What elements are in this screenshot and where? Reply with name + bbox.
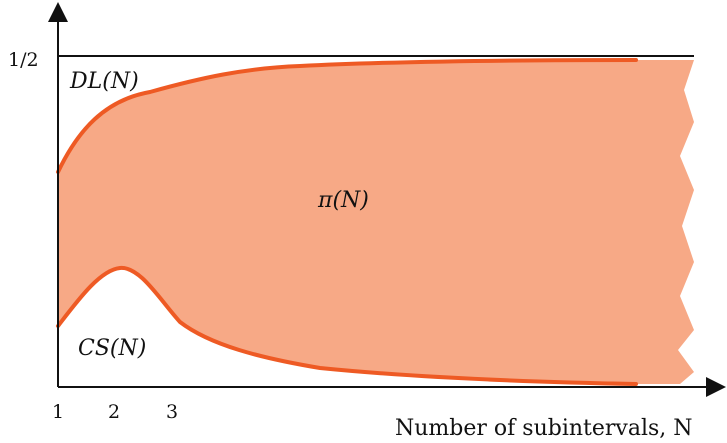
dl-curve [56,58,638,174]
x-axis-label: Number of subintervals, N [395,416,693,441]
dl-label: DL(N) [69,69,139,94]
cs-curve [56,265,638,386]
y-tick-label-half: 1/2 [8,49,39,71]
x-tick-label-2: 2 [108,401,120,423]
x-tick-label-3: 3 [166,401,178,423]
cs-label: CS(N) [78,336,146,361]
x-tick-label-1: 1 [52,401,64,423]
pi-label: π(N) [317,188,369,213]
pi-region-fill [58,60,694,384]
